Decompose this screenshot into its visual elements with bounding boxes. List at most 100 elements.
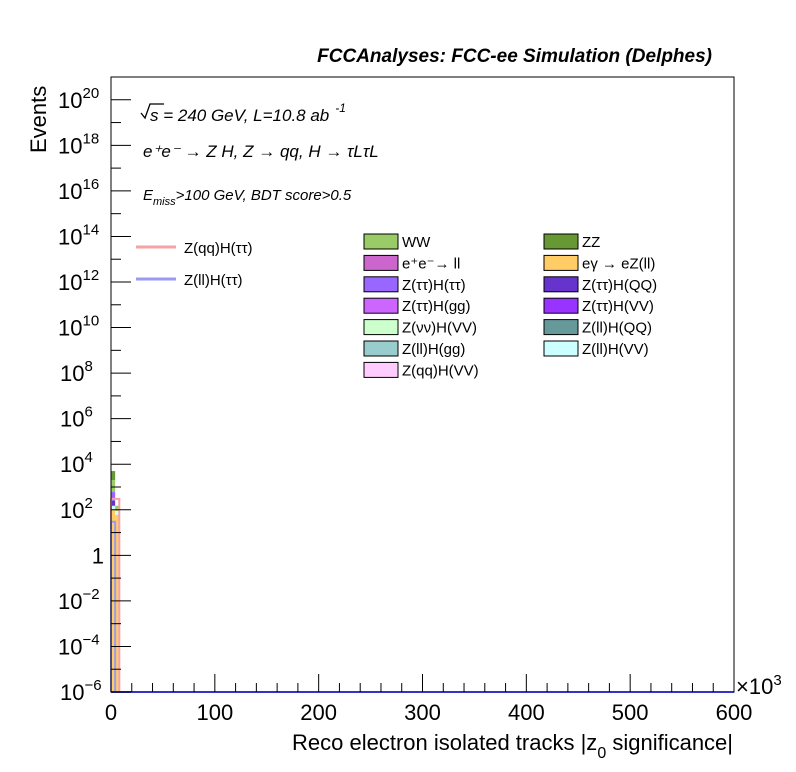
svg-text:s = 240 GeV, L=10.8 ab-1: s = 240 GeV, L=10.8 ab -1 [150,101,346,125]
background-legend-swatch [543,319,579,336]
y-tick-base: 10 [58,179,82,204]
y-tick-exponent: 12 [82,267,99,284]
y-axis-ticks [111,76,131,693]
y-tick-base: 10 [60,498,84,523]
background-legend-swatch [363,276,399,293]
background-legend-label: Z(qq)H(VV) [402,362,479,379]
x-axis-multiplier: ×103 [736,672,782,699]
y-tick-base: 10 [58,133,82,158]
y-tick-label: 10−6 [60,677,102,705]
y-tick-exponent: 4 [84,449,92,466]
background-legend-label: Z(ll)H(VV) [582,341,649,358]
y-tick-exponent: 14 [82,221,99,238]
background-legend-label: Z(ττ)H(QQ) [582,277,657,294]
stack-segment [111,492,116,501]
plot-frame [110,76,735,693]
background-legend-swatch [543,254,579,271]
y-tick-exponent: −6 [84,677,101,694]
y-tick-base: 10 [60,361,84,386]
background-legend-swatch [363,297,399,314]
stack-segment [115,510,120,515]
y-tick-base: 10 [60,452,84,477]
y-tick-base: 10 [60,680,84,705]
x-tick-label: 400 [508,700,545,725]
chart-title: FCCAnalyses: FCC-ee Simulation (Delphes) [317,46,712,67]
background-legend-label: WW [402,234,431,251]
y-tick-base: 10 [58,589,82,614]
y-tick-label: 1018 [58,130,99,158]
x-axis-tick-labels: 0 100 200 300 400 500 600 [105,700,752,725]
annotation-cut: Emiss>100 GeV, BDT score>0.5 [143,187,352,208]
y-tick-base: 10 [58,634,82,659]
background-legend-swatch [363,361,399,378]
y-tick-exponent: −2 [82,586,99,603]
x-axis-ticks [110,674,735,692]
background-legend-label: ZZ [582,234,600,251]
stack-segment [111,471,116,481]
y-axis-tick-labels: 10−610−410−21102104106108101010121014101… [58,85,104,705]
background-legend-label: e⁺e⁻→ ll [402,255,460,272]
y-tick-exponent: −4 [82,631,99,648]
background-legend-label: Z(ll)H(QQ) [582,320,652,337]
y-axis-label: Events [26,86,51,153]
x-tick-label: 200 [300,700,337,725]
stack-segment [111,500,116,506]
y-tick-label: 1 [92,543,104,568]
annotation-process: e⁺e⁻ → Z H, Z → qq, H → τLτL [143,142,379,161]
sqrt-symbol [140,103,164,120]
y-tick-exponent: 8 [84,358,92,375]
x-tick-label: 100 [196,700,233,725]
background-legend-label: Z(ττ)H(VV) [582,298,654,315]
background-legend-label: Z(ll)H(gg) [402,341,465,358]
y-tick-base: 10 [60,407,84,432]
signal-legend: Z(qq)H(ττ) Z(ll)H(ττ) [136,240,253,289]
background-legend-label: eγ → eZ(ll) [582,255,655,272]
y-tick-label: 104 [60,449,93,477]
stack-segment [111,505,116,510]
annotation-energy: s = 240 GeV, L=10.8 ab -1 [140,101,346,125]
background-legend-label: Z(νν)H(VV) [402,320,477,337]
background-legend-swatch [543,276,579,293]
y-tick-base: 10 [58,270,82,295]
x-tick-label: 300 [404,700,441,725]
y-tick-base: 1 [92,543,104,568]
y-tick-exponent: 16 [82,176,99,193]
y-tick-label: 102 [60,495,93,523]
y-tick-base: 10 [58,88,82,113]
signal-legend-label: Z(qq)H(ττ) [184,240,253,257]
y-tick-exponent: 2 [84,495,92,512]
signal-legend-label: Z(ll)H(ττ) [184,272,243,289]
y-tick-label: 1012 [58,267,99,295]
x-axis-label: Reco electron isolated tracks |z0 signif… [292,730,733,762]
x-tick-label: 500 [612,700,649,725]
background-legend-swatch [363,319,399,336]
stack-segment [115,505,120,511]
y-tick-base: 10 [58,316,82,341]
y-tick-label: 1014 [58,221,99,249]
background-legend-swatch [363,340,399,357]
y-tick-label: 106 [60,404,93,432]
y-tick-exponent: 18 [82,130,99,147]
y-tick-exponent: 10 [82,313,99,330]
y-tick-label: 1020 [58,85,99,113]
y-tick-label: 108 [60,358,93,386]
y-tick-base: 10 [58,224,82,249]
y-tick-label: 1016 [58,176,99,204]
background-legend-swatch [543,340,579,357]
background-legend-label: Z(ττ)H(ττ) [402,277,466,294]
background-legend-swatch [363,233,399,250]
y-tick-exponent: 6 [84,404,92,421]
y-tick-label: 1010 [58,313,99,341]
stack-segment [111,480,116,493]
background-legend-swatch [543,233,579,250]
stack-segment [115,514,120,692]
x-tick-label: 600 [716,700,753,725]
background-legend-swatch [543,297,579,314]
x-tick-label: 0 [105,700,117,725]
y-tick-exponent: 20 [82,85,99,102]
background-legend: WW ZZ e⁺e⁻→ ll eγ → eZ(ll) Z(ττ)H(ττ) Z(ττ)H(… [363,233,657,379]
background-legend-label: Z(ττ)H(gg) [402,298,471,315]
y-tick-label: 10−4 [58,631,100,659]
y-tick-label: 10−2 [58,586,100,614]
